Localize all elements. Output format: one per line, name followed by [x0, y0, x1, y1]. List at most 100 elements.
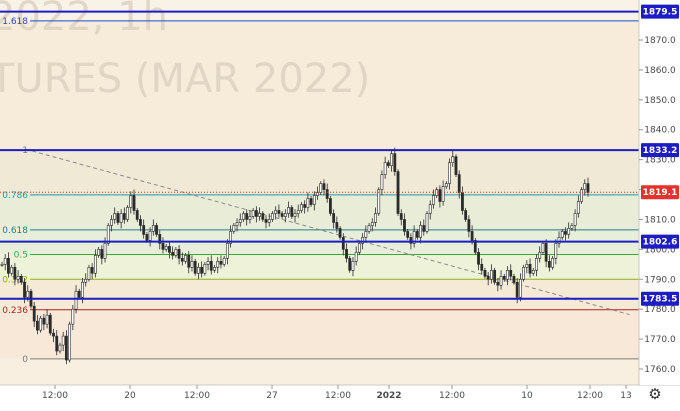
candle-body — [544, 243, 548, 262]
candle-body — [106, 225, 110, 244]
watermark-line2: TURES (MAR 2022) — [0, 56, 370, 102]
candle-body — [560, 231, 564, 238]
candle-body — [409, 237, 413, 244]
candle-body — [158, 234, 162, 244]
last-price-tag — [641, 185, 679, 200]
trendline[interactable] — [25, 148, 630, 316]
candle-body — [364, 231, 368, 238]
price-tag-label: 1833.2 — [643, 146, 678, 156]
candle-body — [586, 183, 590, 193]
candle-body — [216, 261, 220, 268]
candle-body — [518, 278, 522, 298]
price-tick-label: 1870.0 — [644, 36, 676, 46]
candle-body — [316, 192, 319, 196]
fib-zone — [0, 20, 639, 151]
candle-body — [499, 275, 503, 286]
candle-body — [570, 225, 574, 229]
candle-body — [422, 225, 426, 232]
candle-body — [496, 281, 500, 286]
candle-body — [557, 237, 561, 244]
candle-body — [229, 231, 233, 244]
candle-body — [573, 213, 577, 226]
candle-body — [483, 269, 487, 277]
candle-body — [535, 258, 538, 271]
candle-body — [415, 231, 419, 238]
candle-body — [473, 240, 477, 253]
candle-body — [274, 210, 278, 214]
price-tick-label: 1860.0 — [644, 66, 676, 76]
candle-body — [509, 269, 513, 277]
candle-body — [277, 210, 281, 214]
fib-zone — [0, 254, 639, 280]
candle-body — [235, 222, 239, 226]
candle-body — [251, 210, 255, 217]
last-price-label: 1819.1 — [643, 188, 678, 198]
candle-body — [345, 249, 348, 259]
gear-icon[interactable]: ⚙ — [648, 385, 662, 403]
candle-body — [374, 213, 377, 223]
price-tick-label: 1830.0 — [644, 156, 676, 166]
candle-body — [441, 186, 445, 202]
candle-body — [306, 198, 310, 208]
candle-body — [61, 335, 65, 346]
candle-body — [354, 252, 358, 262]
candle-body — [386, 162, 390, 166]
candle-body — [145, 234, 149, 241]
candle-body — [525, 264, 529, 268]
candle-body — [87, 267, 91, 280]
fib-level-label: 0.236 — [2, 306, 28, 316]
candle-body — [222, 258, 226, 265]
candle-body — [325, 189, 329, 199]
candle-body — [103, 243, 107, 259]
candle-body — [567, 228, 571, 235]
watermark-line1: 2022, 1h — [0, 0, 168, 40]
candle-body — [232, 225, 236, 232]
time-tick-label: 27 — [266, 391, 277, 401]
candle-body — [81, 281, 84, 298]
candle-body — [461, 192, 464, 211]
time-axis[interactable] — [0, 386, 640, 407]
time-tick-label: 2022 — [376, 391, 401, 401]
horizontal-levels[interactable] — [0, 10, 639, 300]
trendline-segment[interactable] — [25, 148, 630, 316]
price-axis-ticks: 1870.01860.01850.01840.01830.01820.01810… — [639, 36, 676, 375]
candle-body — [580, 189, 583, 202]
candle-body — [538, 252, 542, 259]
candle-body — [238, 219, 242, 223]
candle-body — [200, 267, 204, 274]
fib-level-label: 0 — [22, 355, 28, 365]
candle-body — [122, 213, 126, 220]
candle-body — [457, 174, 461, 193]
candle-body — [377, 189, 381, 214]
candle-body — [10, 267, 14, 274]
candle-body — [502, 275, 506, 280]
candle-body — [39, 317, 43, 331]
candle-body — [242, 213, 245, 220]
candle-body — [142, 225, 146, 235]
candle-body — [383, 162, 387, 175]
fib-level-label: 0.5 — [14, 250, 28, 260]
candle-body — [283, 213, 287, 217]
zone-bottom — [0, 358, 639, 385]
candle-body — [319, 183, 323, 193]
price-tick-label: 1850.0 — [644, 96, 676, 106]
time-tick-label: 20 — [124, 391, 136, 401]
candle-body — [531, 269, 535, 274]
fib-zone — [0, 194, 639, 230]
candle-body — [493, 269, 497, 283]
candle-body — [348, 258, 352, 271]
candle-body — [554, 243, 558, 259]
candle-body — [36, 320, 39, 331]
candle-body — [151, 225, 155, 232]
candle-body — [448, 162, 451, 184]
price-tag-label: 1879.5 — [643, 8, 678, 18]
fib-zone — [0, 309, 639, 359]
candle-body — [135, 210, 139, 220]
candle-body — [341, 237, 345, 250]
fib-zone — [0, 279, 639, 310]
price-tick-label: 1790.0 — [644, 275, 676, 285]
price-tick-label: 1840.0 — [644, 126, 676, 136]
candle-body — [180, 258, 184, 262]
